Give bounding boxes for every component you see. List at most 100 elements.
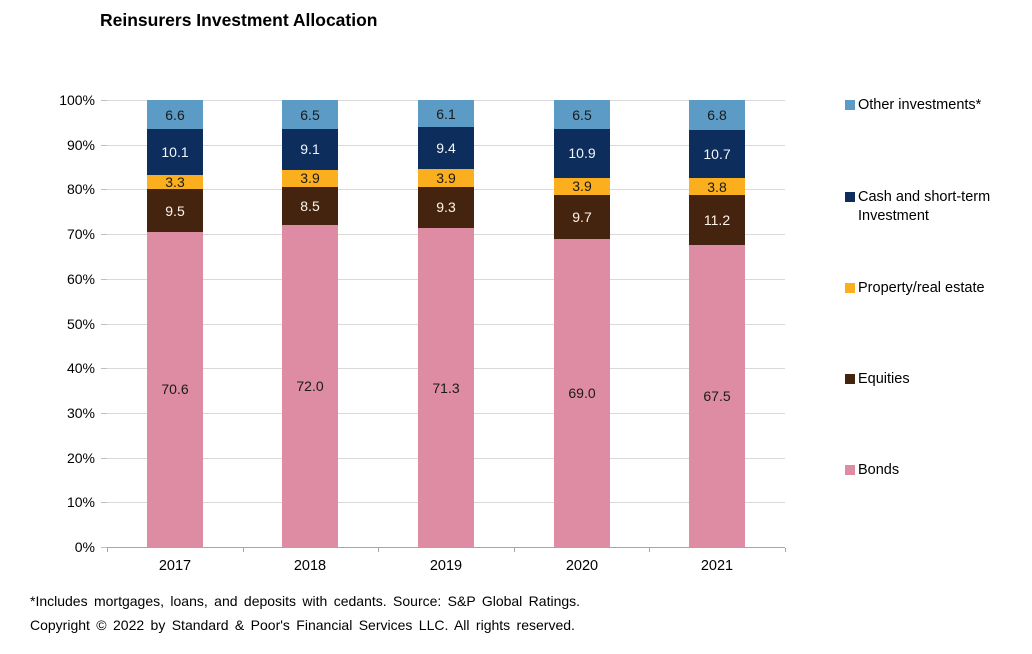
- bar-segment-label: 9.5: [165, 202, 185, 219]
- bar-segment: 8.5: [282, 187, 338, 226]
- legend-label: Property/real estate: [858, 280, 985, 296]
- bar-segment: 70.6: [147, 231, 203, 547]
- legend-label: Bonds: [858, 462, 900, 478]
- legend-label: Cash and short-term Investment: [858, 189, 991, 224]
- bar-segment-label: 6.5: [572, 106, 592, 123]
- bar-segment: 3.9: [282, 169, 338, 188]
- y-axis-tick: [101, 368, 107, 369]
- y-axis-label: 20%: [66, 450, 95, 466]
- bar-segment: 72.0: [282, 225, 338, 547]
- bar-segment-label: 6.6: [165, 106, 185, 123]
- y-axis-tick: [101, 413, 107, 414]
- legend-swatch: [845, 374, 855, 384]
- bar-segment: 9.5: [147, 189, 203, 232]
- bar-segment-label: 70.6: [161, 381, 189, 398]
- bar-segment: 6.5: [554, 100, 610, 130]
- y-axis-tick: [101, 145, 107, 146]
- bar-segment: 11.2: [689, 195, 745, 246]
- y-axis-label: 100%: [59, 92, 95, 108]
- x-axis-tick: [649, 548, 650, 552]
- bar-segment-label: 6.1: [436, 105, 456, 122]
- legend-item: Property/real estate: [845, 279, 1031, 298]
- bar-segment-label: 10.9: [568, 145, 596, 162]
- legend-label: Other investments*: [858, 97, 982, 113]
- legend-item: Other investments*: [845, 96, 1031, 115]
- bar-segment-label: 3.3: [165, 173, 185, 190]
- y-axis-tick: [101, 547, 107, 548]
- bar-segment-label: 72.0: [296, 378, 324, 395]
- y-axis-tick: [101, 279, 107, 280]
- footnote-source: *Includes mortgages, loans, and deposits…: [30, 593, 581, 609]
- y-axis-tick: [101, 324, 107, 325]
- bar-segment-label: 9.7: [572, 208, 592, 225]
- bar-segment-label: 10.1: [161, 144, 189, 161]
- bar-segment: 69.0: [554, 238, 610, 547]
- x-axis-label: 2019: [429, 558, 463, 574]
- y-axis-label: 40%: [66, 360, 95, 376]
- x-axis-tick: [107, 548, 108, 552]
- x-axis-label: 2021: [700, 558, 734, 574]
- legend-swatch: [845, 465, 855, 475]
- x-axis-label: 2020: [565, 558, 599, 574]
- legend-swatch: [845, 192, 855, 202]
- bar-segment: 9.1: [282, 129, 338, 170]
- bar-segment-label: 71.3: [432, 379, 460, 396]
- y-axis-label: 30%: [66, 405, 95, 421]
- y-axis-label: 0%: [74, 539, 95, 555]
- bar-segment-label: 6.5: [300, 106, 320, 123]
- bar-segment: 6.8: [689, 100, 745, 131]
- bar-segment: 6.1: [418, 100, 474, 128]
- y-axis-tick: [101, 234, 107, 235]
- bar-segment: 67.5: [689, 245, 745, 547]
- bar-segment-label: 9.4: [436, 140, 456, 157]
- y-axis-label: 70%: [66, 226, 95, 242]
- legend-item: Bonds: [845, 461, 1031, 480]
- x-axis-tick: [378, 548, 379, 552]
- bar-segment: 6.5: [282, 100, 338, 130]
- bar-segment: 3.3: [147, 173, 203, 190]
- legend-swatch: [845, 100, 855, 110]
- bar-segment-label: 8.5: [300, 198, 320, 215]
- y-axis-tick: [101, 100, 107, 101]
- bar-segment-label: 3.9: [436, 169, 456, 186]
- bar-segment: 10.7: [689, 130, 745, 179]
- y-axis-tick: [101, 458, 107, 459]
- bar-segment: 9.4: [418, 127, 474, 170]
- y-axis-label: 90%: [66, 137, 95, 153]
- footnote-copyright: Copyright © 2022 by Standard & Poor's Fi…: [30, 617, 575, 633]
- y-axis-label: 60%: [66, 271, 95, 287]
- bar-segment-label: 69.0: [568, 384, 596, 401]
- bar-segment-label: 3.9: [300, 170, 320, 187]
- bar-segment-label: 10.7: [703, 146, 731, 163]
- bar-segment-label: 3.8: [707, 178, 727, 195]
- bar-segment: 9.7: [554, 195, 610, 239]
- bar-segment: 3.9: [554, 177, 610, 196]
- bar-segment-label: 9.3: [436, 199, 456, 216]
- legend-swatch: [845, 283, 855, 293]
- bar-segment-label: 9.1: [300, 141, 320, 158]
- bar-segment-label: 67.5: [703, 388, 731, 405]
- bar-segment: 3.8: [689, 178, 745, 196]
- x-axis-tick: [785, 548, 786, 552]
- bar-segment: 10.1: [147, 129, 203, 175]
- bar-segment-label: 6.8: [707, 107, 727, 124]
- x-axis-label: 2018: [293, 558, 327, 574]
- x-axis-tick: [243, 548, 244, 552]
- y-axis-label: 50%: [66, 316, 95, 332]
- y-axis-label: 10%: [66, 494, 95, 510]
- x-axis-line: [107, 547, 785, 548]
- legend-label: Equities: [858, 371, 910, 387]
- x-axis-tick: [514, 548, 515, 552]
- y-axis-label: 80%: [66, 181, 95, 197]
- legend-item: Cash and short-term Investment: [845, 188, 1031, 225]
- bar-segment: 3.9: [418, 169, 474, 187]
- x-axis-label: 2017: [158, 558, 192, 574]
- bar-segment: 6.6: [147, 100, 203, 130]
- bar-segment: 9.3: [418, 186, 474, 229]
- bar-segment-label: 3.9: [572, 178, 592, 195]
- chart-title: Reinsurers Investment Allocation: [100, 10, 378, 30]
- bar-segment: 10.9: [554, 129, 610, 178]
- y-axis-tick: [101, 189, 107, 190]
- legend-item: Equities: [845, 370, 1031, 389]
